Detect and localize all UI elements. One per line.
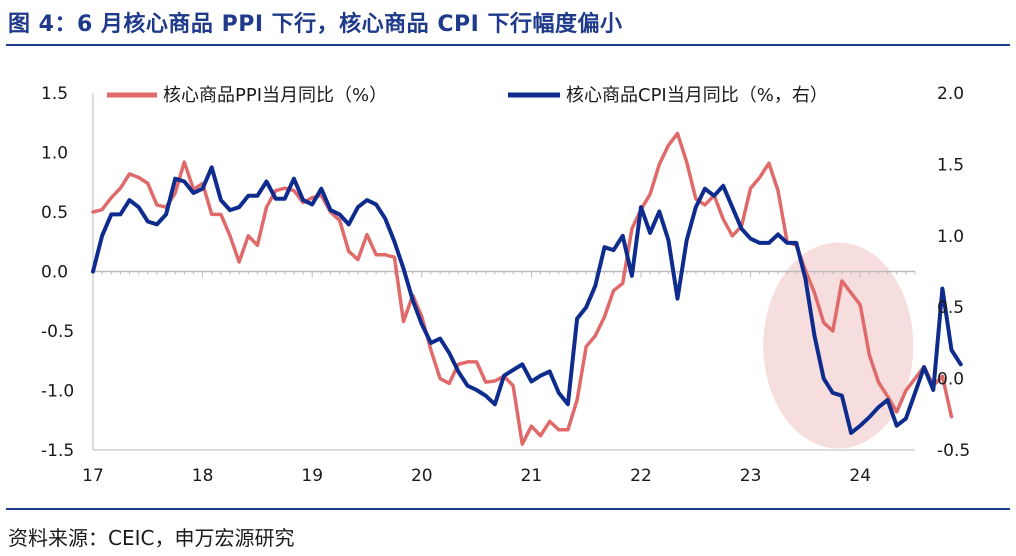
x-tick-label: 24 — [849, 466, 871, 486]
y-left-tick-label: -0.5 — [41, 322, 74, 342]
y-right-tick-label: 0.0 — [937, 370, 964, 390]
legend-label-ppi: 核心商品PPI当月同比（%） — [163, 85, 387, 106]
x-tick-label: 22 — [630, 466, 652, 486]
x-tick-label: 17 — [82, 466, 104, 486]
x-tick-label: 23 — [740, 466, 762, 486]
tick-labels-layer: 1.5 1.0 0.5 0.0 -0.5 -1.0 -1.5 2.0 1.5 1.0 0.5 0.0 -… — [41, 84, 970, 486]
x-tick-label: 19 — [301, 466, 323, 486]
y-left-tick-label: 0.0 — [41, 263, 68, 283]
title-divider — [6, 44, 1010, 46]
highlight-ellipse — [763, 242, 914, 449]
y-right-tick-label: 0.5 — [937, 298, 964, 318]
y-left-tick-label: 1.5 — [41, 84, 68, 104]
source-divider — [6, 508, 1010, 510]
y-right-tick-label: 1.0 — [937, 227, 964, 247]
y-right-tick-label: -0.5 — [937, 441, 970, 461]
x-tick-label: 20 — [411, 466, 433, 486]
highlight-region-layer — [763, 242, 914, 449]
y-left-tick-label: -1.0 — [41, 382, 74, 402]
x-tick-label: 18 — [192, 466, 214, 486]
y-right-tick-label: 1.5 — [937, 155, 964, 175]
axes-layer — [92, 93, 916, 451]
legend: 核心商品PPI当月同比（%） 核心商品CPI当月同比（%，右） — [107, 85, 828, 106]
source-note: 资料来源：CEIC，申万宏源研究 — [8, 526, 295, 550]
y-left-tick-label: 0.5 — [41, 203, 68, 223]
legend-label-cpi: 核心商品CPI当月同比（%，右） — [566, 85, 828, 106]
series-line-cpi — [91, 165, 963, 435]
y-left-tick-label: -1.5 — [41, 441, 74, 461]
y-right-tick-label: 2.0 — [937, 84, 964, 104]
x-tick-label: 21 — [521, 466, 543, 486]
figure-title: 图 4：6 月核心商品 PPI 下行，核心商品 CPI 下行幅度偏小 — [8, 12, 623, 37]
y-left-tick-label: 1.0 — [41, 144, 68, 164]
series-layer — [91, 131, 963, 446]
series-line-ppi — [91, 131, 954, 446]
